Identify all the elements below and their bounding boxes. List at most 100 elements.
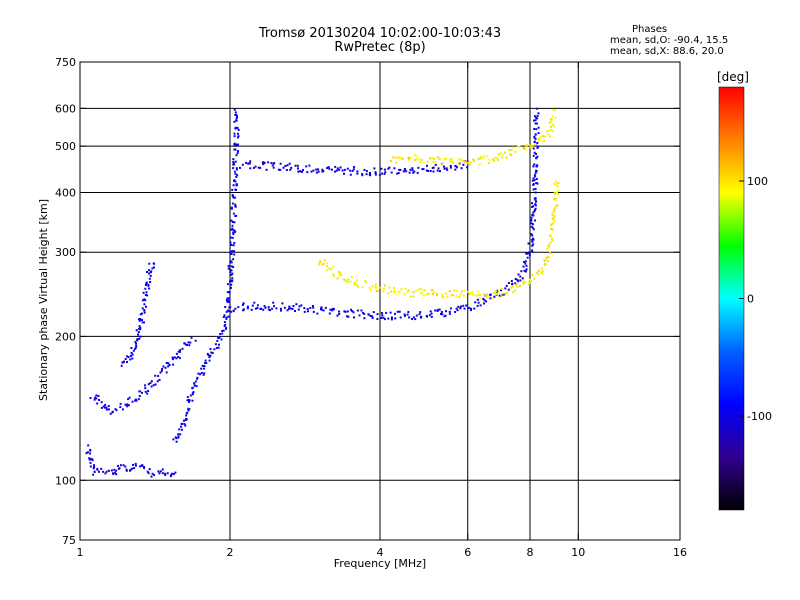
data-point	[346, 167, 349, 170]
data-point	[527, 283, 530, 286]
data-point	[553, 192, 556, 195]
data-point	[233, 250, 236, 253]
data-point	[88, 457, 91, 460]
data-point	[232, 258, 235, 261]
data-point	[336, 167, 339, 170]
data-point	[536, 155, 539, 158]
data-point	[114, 471, 117, 474]
data-point	[465, 162, 468, 164]
data-point	[223, 314, 226, 317]
colorbar-label: [deg]	[717, 70, 749, 84]
data-point	[493, 291, 495, 294]
data-point	[369, 289, 372, 292]
data-point	[282, 166, 285, 169]
data-point	[355, 279, 358, 282]
data-point	[231, 221, 234, 223]
data-point	[146, 294, 149, 297]
data-point	[512, 146, 515, 149]
data-point	[279, 307, 282, 310]
data-point	[93, 466, 96, 468]
data-point	[519, 279, 522, 282]
data-point	[97, 395, 100, 397]
data-point	[294, 310, 296, 312]
data-point	[508, 282, 510, 284]
data-point	[205, 362, 208, 365]
data-point	[531, 179, 534, 182]
data-point	[312, 306, 315, 309]
data-point	[232, 233, 235, 235]
data-point	[171, 356, 174, 359]
data-point	[468, 293, 471, 295]
data-point	[526, 256, 529, 259]
data-point	[288, 162, 291, 165]
data-point	[144, 299, 147, 302]
colorbar-tick-label: 0	[747, 293, 754, 306]
data-point	[498, 294, 501, 297]
data-point	[254, 307, 257, 310]
data-point	[133, 467, 136, 470]
data-point	[250, 308, 253, 311]
data-point	[187, 399, 190, 401]
data-point	[534, 119, 537, 122]
data-point	[479, 157, 482, 160]
data-point	[556, 191, 558, 194]
data-point	[459, 293, 462, 296]
data-point	[226, 291, 229, 294]
data-point	[153, 262, 156, 265]
data-point	[532, 205, 535, 208]
data-point	[148, 468, 151, 471]
data-point	[135, 329, 138, 332]
data-point	[417, 288, 420, 291]
data-point	[514, 289, 516, 292]
data-point	[440, 311, 443, 313]
data-point	[214, 343, 217, 346]
data-point	[344, 310, 347, 313]
data-point	[332, 273, 335, 276]
data-point	[187, 409, 190, 412]
data-point	[450, 159, 453, 162]
data-point	[551, 237, 554, 240]
data-point	[326, 167, 329, 169]
data-point	[390, 316, 393, 319]
data-point	[111, 411, 114, 414]
data-point	[228, 300, 231, 303]
data-point	[527, 252, 530, 255]
data-point	[235, 143, 238, 146]
data-point	[443, 157, 446, 160]
data-point	[363, 317, 366, 320]
data-point	[543, 259, 545, 262]
data-point	[225, 316, 228, 319]
data-point	[230, 265, 233, 268]
data-point	[236, 174, 239, 177]
data-point	[254, 165, 257, 168]
data-point	[104, 406, 106, 409]
data-point	[537, 139, 540, 142]
data-point	[231, 202, 234, 205]
data-point	[280, 309, 282, 312]
data-point	[185, 411, 188, 414]
data-point	[347, 278, 350, 281]
data-point	[532, 238, 535, 241]
data-point	[129, 355, 132, 357]
data-point	[180, 428, 183, 431]
data-point	[324, 306, 327, 309]
data-point	[518, 145, 521, 148]
data-point	[228, 310, 231, 313]
data-point	[149, 382, 152, 384]
data-point	[549, 235, 552, 238]
data-point	[139, 465, 142, 468]
data-point	[174, 436, 177, 439]
data-point	[292, 305, 295, 307]
data-point	[145, 281, 148, 284]
data-point	[422, 168, 425, 171]
data-point	[217, 336, 220, 339]
data-point	[495, 293, 498, 296]
data-point	[525, 264, 528, 267]
data-point	[329, 308, 332, 311]
data-point	[408, 171, 411, 174]
data-point	[230, 283, 233, 286]
data-point	[525, 268, 528, 271]
data-point	[515, 284, 518, 287]
data-point	[534, 209, 536, 212]
data-point	[92, 473, 95, 476]
